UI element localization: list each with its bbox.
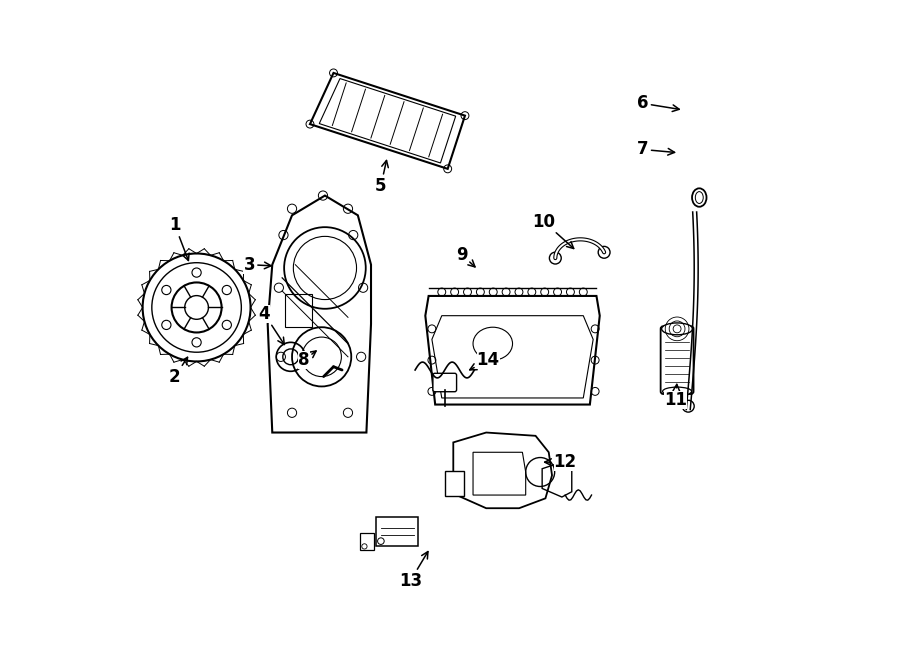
Text: 14: 14 xyxy=(470,351,500,370)
Text: 10: 10 xyxy=(533,213,573,249)
FancyBboxPatch shape xyxy=(433,373,456,392)
Circle shape xyxy=(598,247,610,258)
Text: 13: 13 xyxy=(399,551,427,590)
FancyBboxPatch shape xyxy=(376,517,418,546)
Text: 8: 8 xyxy=(298,351,316,369)
Text: 2: 2 xyxy=(169,358,187,385)
Text: 1: 1 xyxy=(169,216,189,260)
Text: 9: 9 xyxy=(456,246,475,267)
Text: 5: 5 xyxy=(375,161,388,195)
FancyBboxPatch shape xyxy=(446,471,464,496)
Text: 6: 6 xyxy=(637,95,680,112)
Text: 7: 7 xyxy=(637,141,675,159)
Text: 12: 12 xyxy=(544,453,577,471)
FancyBboxPatch shape xyxy=(361,533,374,551)
Ellipse shape xyxy=(662,323,693,334)
Ellipse shape xyxy=(692,188,706,207)
Text: 3: 3 xyxy=(243,256,271,274)
Text: 4: 4 xyxy=(258,305,284,344)
Text: 11: 11 xyxy=(664,384,688,408)
Circle shape xyxy=(549,253,562,264)
Ellipse shape xyxy=(662,387,691,396)
